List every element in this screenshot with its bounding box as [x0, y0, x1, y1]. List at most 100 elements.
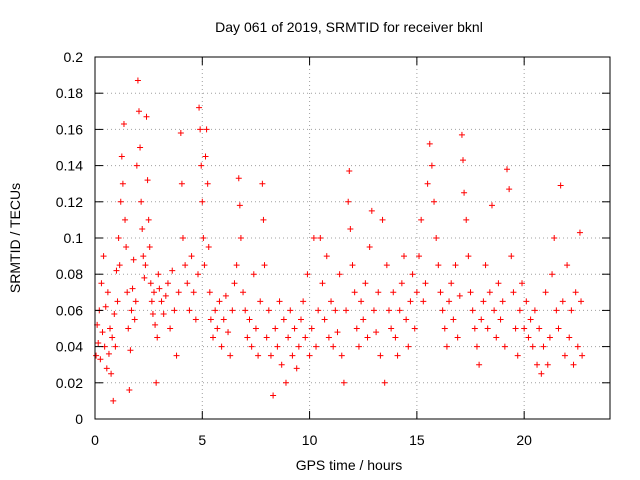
y-tick-label: 0.2	[64, 49, 84, 65]
data-point	[480, 298, 487, 305]
y-tick-label: 0.06	[56, 302, 83, 318]
data-point	[270, 392, 277, 399]
data-point	[360, 316, 367, 323]
data-point	[527, 316, 534, 323]
data-point	[263, 334, 270, 341]
data-point	[534, 361, 541, 368]
data-point	[521, 325, 528, 332]
data-point	[104, 289, 111, 296]
data-point	[368, 207, 375, 214]
data-point	[383, 262, 390, 269]
y-tick-label: 0.18	[56, 85, 83, 101]
data-point	[450, 316, 457, 323]
data-point	[196, 104, 203, 111]
data-point	[177, 130, 184, 137]
data-point	[225, 329, 232, 336]
data-point	[198, 162, 205, 169]
data-point	[317, 235, 324, 241]
data-point	[246, 316, 253, 323]
data-point	[302, 334, 309, 341]
x-tick-label: 5	[198, 432, 206, 448]
data-point	[151, 289, 158, 296]
data-point	[390, 289, 397, 296]
data-point	[471, 325, 478, 332]
data-point	[418, 216, 425, 223]
data-point	[110, 397, 117, 404]
plot-area-frame	[94, 56, 611, 420]
data-point	[158, 298, 165, 305]
data-point	[568, 307, 575, 314]
data-point	[113, 267, 120, 274]
data-point	[138, 198, 145, 205]
data-point	[188, 253, 195, 260]
data-point	[98, 280, 105, 287]
data-point	[108, 370, 115, 377]
grid-lines	[95, 57, 610, 419]
data-point	[164, 280, 171, 287]
data-point	[409, 271, 416, 278]
data-point	[280, 316, 287, 323]
data-point	[319, 280, 326, 287]
data-point	[93, 352, 100, 359]
data-point	[579, 352, 586, 359]
data-point	[197, 126, 204, 133]
data-point	[207, 316, 214, 323]
data-point	[467, 289, 474, 296]
data-point	[347, 225, 354, 232]
data-point	[147, 280, 154, 287]
data-point	[153, 379, 160, 386]
data-point	[233, 262, 240, 269]
data-point	[476, 361, 483, 368]
data-point	[182, 262, 189, 269]
data-point	[107, 325, 114, 332]
data-point	[381, 379, 388, 386]
data-point	[349, 262, 356, 269]
data-point	[525, 334, 532, 341]
data-point	[465, 253, 472, 260]
data-point	[289, 352, 296, 359]
data-point	[298, 316, 304, 323]
data-point	[146, 244, 153, 251]
data-point	[566, 334, 573, 341]
data-point	[186, 307, 193, 314]
data-point	[272, 325, 279, 332]
data-point	[336, 271, 343, 278]
data-point	[413, 289, 420, 296]
data-point	[403, 316, 410, 323]
data-point	[488, 202, 495, 209]
data-point	[259, 180, 266, 187]
y-tick-label: 0.02	[56, 375, 83, 391]
data-point	[529, 343, 536, 350]
data-point	[278, 361, 285, 368]
x-tick-label: 0	[91, 432, 99, 448]
data-point	[313, 343, 320, 350]
data-point	[306, 352, 313, 359]
data-point	[167, 325, 174, 332]
data-point	[484, 325, 491, 332]
data-point	[257, 298, 264, 305]
data-point	[536, 325, 543, 332]
data-point	[345, 198, 352, 205]
data-point	[501, 343, 508, 350]
data-point	[218, 343, 225, 350]
data-point	[173, 352, 180, 359]
data-point	[559, 298, 566, 305]
data-point	[109, 334, 116, 341]
data-point	[210, 334, 217, 341]
data-point	[148, 298, 155, 305]
data-point	[160, 311, 167, 318]
data-point	[202, 153, 209, 160]
data-point	[439, 307, 446, 314]
data-point	[523, 298, 530, 305]
y-axis-label: SRMTID / TECUs	[7, 183, 23, 293]
data-point	[441, 325, 448, 332]
data-point	[300, 298, 307, 305]
data-point	[456, 292, 463, 299]
data-point	[407, 298, 414, 305]
data-point	[237, 235, 244, 241]
data-point	[437, 289, 444, 296]
y-tick-label: 0.16	[56, 121, 83, 137]
data-point	[482, 262, 489, 269]
data-point	[244, 334, 251, 341]
